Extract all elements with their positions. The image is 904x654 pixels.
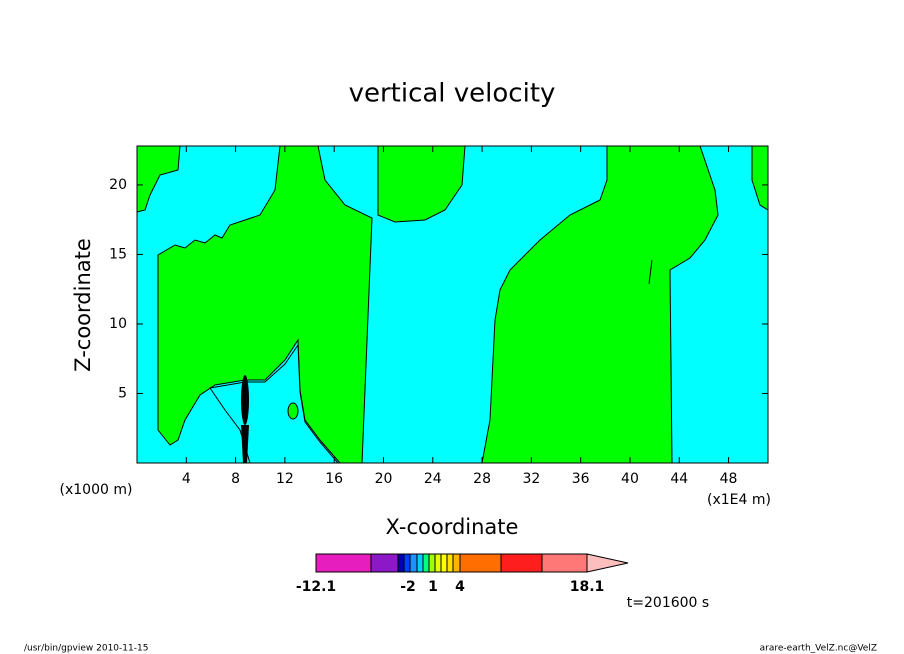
- colorbar-segment: [434, 553, 442, 573]
- plot-frame: [136, 145, 769, 464]
- x-tick-label: 24: [424, 471, 442, 487]
- y-tick-label: 10: [109, 316, 127, 332]
- colorbar-segment: [440, 553, 448, 573]
- footer-right: arare-earth_VelZ.nc@VelZ: [760, 644, 877, 654]
- contour-line: [648, 259, 653, 285]
- x-tick-label: 20: [375, 471, 393, 487]
- colorbar-tick-label: -12.1: [296, 579, 336, 595]
- contour-region: [377, 145, 466, 223]
- colorbar-segment: [409, 553, 418, 573]
- x-tick-label: 32: [522, 471, 540, 487]
- colorbar-segment: [315, 553, 372, 573]
- footer-left: /usr/bin/gpview 2010-11-15: [24, 644, 148, 654]
- contour-region: [136, 145, 181, 213]
- y-tick-label: 15: [109, 246, 127, 262]
- x-tick-label: 48: [720, 471, 738, 487]
- colorbar-segment: [403, 553, 411, 573]
- colorbar-segment: [541, 553, 588, 573]
- colorbar-segment: [446, 553, 454, 573]
- plot-area: [136, 145, 769, 464]
- colorbar-tick-label: 18.1: [570, 579, 605, 595]
- x-tick-label: 12: [276, 471, 294, 487]
- colorbar-segment: [416, 553, 424, 573]
- x-unit-label: (x1E4 m): [707, 492, 771, 508]
- y-axis-title: Z-coordinate: [71, 238, 95, 372]
- x-tick-label: 8: [231, 471, 240, 487]
- colorbar-tick-label: 1: [428, 579, 438, 595]
- colorbar-segment: [500, 553, 543, 573]
- y-tick-label: 20: [109, 177, 127, 193]
- contour-region: [287, 402, 299, 420]
- colorbar-extension: [586, 553, 629, 573]
- colorbar-segment: [452, 553, 461, 573]
- x-tick-label: 28: [473, 471, 491, 487]
- annotation: t=201600 s: [627, 595, 709, 611]
- x-axis-title: X-coordinate: [386, 515, 519, 539]
- x-tick-label: 36: [572, 471, 590, 487]
- colorbar-segment: [428, 553, 436, 573]
- contour-cluster: [241, 425, 249, 463]
- x-tick-label: 44: [670, 471, 688, 487]
- colorbar-segment: [370, 553, 399, 573]
- colorbar-tick-label: 4: [455, 579, 465, 595]
- colorbar-segment: [459, 553, 502, 573]
- contour-region: [481, 145, 719, 464]
- x-tick-label: 40: [621, 471, 639, 487]
- colorbar-tick-label: -2: [400, 579, 416, 595]
- colorbar-segment: [397, 553, 405, 573]
- y-tick-label: 5: [118, 385, 127, 401]
- chart-title: vertical velocity: [349, 79, 556, 109]
- x-tick-label: 16: [325, 471, 343, 487]
- x-tick-label: 4: [182, 471, 191, 487]
- contour-cluster: [241, 375, 249, 425]
- x-unit-label: (x1000 m): [60, 482, 133, 498]
- colorbar-segment: [422, 553, 430, 573]
